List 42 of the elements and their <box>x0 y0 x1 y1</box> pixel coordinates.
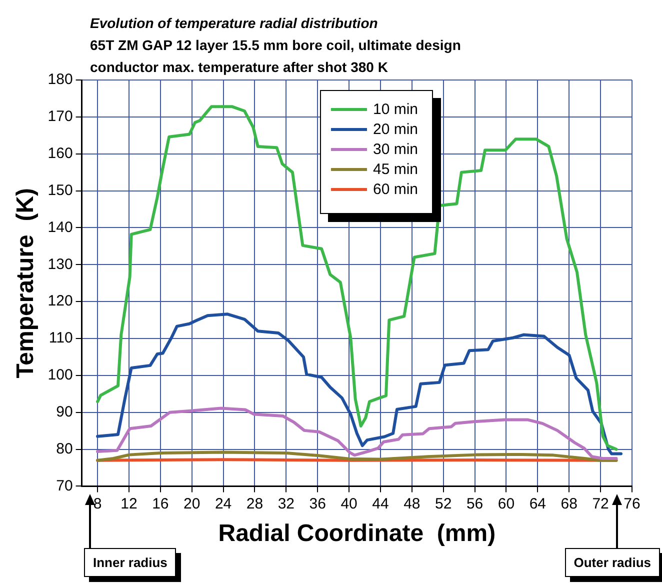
y-tick-label: 80 <box>56 440 73 458</box>
x-tick-label: 32 <box>278 495 295 512</box>
x-tick-label: 68 <box>560 495 578 512</box>
y-tick-label: 160 <box>48 144 73 162</box>
y-tick-label: 110 <box>48 330 73 347</box>
x-tick-label: 76 <box>624 495 640 512</box>
x-axis-title: Radial Coordinate (mm) <box>218 520 496 548</box>
x-tick-label: 72 <box>592 495 609 512</box>
chart-subtitle: 65T ZM GAP 12 layer 15.5 mm bore coil, ultimate design <box>90 36 461 55</box>
x-tick-label: 40 <box>340 495 358 512</box>
text: Inner radius <box>84 548 176 577</box>
x-tick-label: 56 <box>466 495 484 512</box>
legend-label: 20 min <box>373 120 418 138</box>
y-tick-label: 120 <box>48 292 73 310</box>
y-tick-label: 70 <box>56 477 73 494</box>
x-tick-label: 20 <box>184 495 200 512</box>
x-tick-label: 64 <box>529 495 546 512</box>
x-tick-label: 44 <box>372 495 389 512</box>
x-tick-label: 36 <box>309 495 326 512</box>
legend-label: 10 min <box>373 100 418 118</box>
y-axis-title: Temperature (K) <box>12 188 40 378</box>
y-tick-label: 140 <box>48 218 73 236</box>
y-tick-label: 90 <box>56 403 73 420</box>
legend-label: 60 min <box>373 180 418 198</box>
legend-label: 30 min <box>373 140 418 158</box>
y-tick-label: 180 <box>48 71 73 88</box>
y-tick-label: 130 <box>48 256 73 273</box>
x-tick-label: 28 <box>246 495 264 512</box>
y-tick-label: 100 <box>48 366 73 384</box>
x-tick-label: 48 <box>404 495 420 512</box>
y-tick-label: 170 <box>48 108 73 126</box>
x-tick-label: 52 <box>435 495 452 512</box>
legend-label: 45 min <box>373 160 418 178</box>
x-tick-label: 12 <box>120 495 138 512</box>
x-tick-label: 60 <box>498 495 515 512</box>
y-tick-label: 150 <box>48 182 73 199</box>
text: Outer radius <box>564 548 660 577</box>
chart-title: Evolution of temperature radial distribution <box>90 14 379 33</box>
text: conductor max. temperature after shot 380 K <box>90 58 389 77</box>
x-tick-label: 16 <box>152 495 169 512</box>
x-tick-label: 8 <box>93 495 102 512</box>
x-tick-label: 24 <box>214 495 232 512</box>
